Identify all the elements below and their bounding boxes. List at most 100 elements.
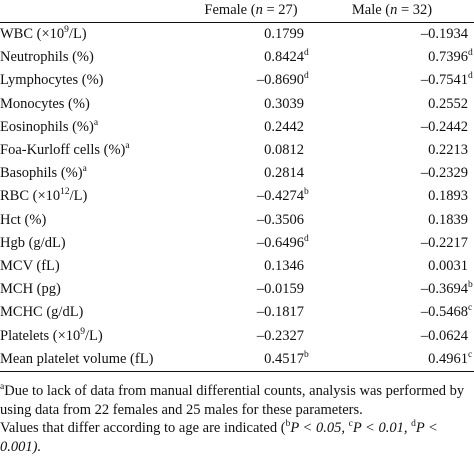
row-label: Neutrophils (%) [0, 46, 192, 69]
female-value: –0.8690 [256, 72, 304, 89]
male-value-cell: –0.7541d [310, 69, 474, 92]
footnote-a-text: Due to lack of data from manual differen… [0, 383, 465, 418]
female-value: –0.6496 [256, 234, 304, 251]
header-row: Female (n = 27) Male (n = 32) [0, 0, 474, 23]
female-value: 0.1799 [264, 26, 304, 42]
male-significance-slot: b [468, 278, 474, 301]
female-significance-marker: d [304, 233, 309, 244]
female-significance-marker: b [304, 187, 309, 198]
row-label: Eosinophils (%)a [0, 116, 192, 139]
male-significance-slot: d [468, 69, 474, 92]
footnote-c-marker: c [348, 419, 353, 430]
male-value: –0.7541 [420, 72, 468, 89]
female-value-cell: 0.1346 [192, 255, 310, 278]
row-label-unit: /L) [68, 26, 87, 42]
male-value: 0.7396 [428, 49, 468, 66]
header-blank-cell [0, 0, 192, 23]
female-value: –0.3506 [256, 211, 304, 228]
row-label-unit: /L) [85, 327, 103, 344]
female-value: 0.1346 [264, 258, 304, 275]
header-male-n: n [390, 2, 398, 18]
female-value: 0.2814 [264, 165, 304, 182]
male-significance-slot: c [468, 348, 474, 371]
row-label: Foa-Kurloff cells (%)a [0, 139, 192, 162]
row-label: Monocytes (%) [0, 93, 192, 116]
table-header: Female (n = 27) Male (n = 32) [0, 0, 474, 23]
row-label: MCV (fL) [0, 255, 192, 278]
female-value-cell: –0.3506 [192, 209, 310, 232]
female-value-cell: 0.3039 [192, 93, 310, 116]
row-label: Basophils (%)a [0, 162, 192, 185]
table-row: WBC (×109/L) 0.1799 –0.1934 [0, 23, 474, 47]
row-label-superscript: a [93, 117, 99, 128]
row-label-superscript: a [125, 141, 130, 152]
female-significance-slot: d [304, 46, 310, 69]
female-value-cell: 0.8424d [192, 46, 310, 69]
row-label-text: MCHC (g/dL) [0, 304, 84, 321]
row-label-text: RBC (×10 [0, 188, 61, 205]
male-value-cell: 0.7396d [310, 46, 474, 69]
female-value: 0.3039 [264, 95, 304, 112]
row-label: Mean platelet volume (fL) [0, 348, 192, 372]
table-row: Foa-Kurloff cells (%)a 0.0812 0.2213 [0, 139, 474, 162]
footnote-d-text: P < 0.001). [0, 420, 438, 455]
male-value-cell: –0.0624 [310, 325, 474, 348]
footnote-b-text: P < 0.05, [290, 420, 349, 437]
header-male-count: = 32) [397, 2, 433, 18]
footnote-a: aDue to lack of data from manual differe… [0, 382, 474, 419]
row-label-text: WBC (×10 [0, 26, 65, 42]
female-value-cell: –0.2327 [192, 325, 310, 348]
female-significance-marker: b [304, 349, 309, 360]
male-value-cell: –0.2329 [310, 162, 474, 185]
table-row: Hgb (g/dL) –0.6496d –0.2217 [0, 232, 474, 255]
female-value: 0.2442 [264, 118, 304, 135]
header-female-text: Female ( [204, 2, 256, 18]
male-value: –0.2217 [420, 234, 468, 251]
male-value-cell: 0.0031 [310, 255, 474, 278]
row-label: MCH (pg) [0, 278, 192, 301]
female-value: –0.0159 [256, 281, 304, 298]
row-label-text: MCV (fL) [0, 258, 60, 275]
male-value-cell: –0.5468c [310, 301, 474, 324]
female-value: 0.0812 [264, 142, 304, 159]
table-footnotes: aDue to lack of data from manual differe… [0, 382, 474, 456]
male-value-cell: –0.2442 [310, 116, 474, 139]
footnote-c-text: P < 0.01, [352, 420, 412, 437]
row-label: WBC (×109/L) [0, 23, 192, 47]
female-significance-marker: d [304, 71, 309, 82]
table-row: Lymphocytes (%) –0.8690d –0.7541d [0, 69, 474, 92]
male-value: –0.2329 [420, 165, 468, 182]
female-value-cell: 0.1799 [192, 23, 310, 47]
table-row: MCHC (g/dL) –0.1817 –0.5468c [0, 301, 474, 324]
male-value-cell: –0.1934 [310, 23, 474, 47]
female-value-cell: –0.1817 [192, 301, 310, 324]
table-row: Eosinophils (%)a 0.2442 –0.2442 [0, 116, 474, 139]
row-label-superscript: 12 [60, 187, 70, 198]
row-label: Lymphocytes (%) [0, 69, 192, 92]
female-value-cell: –0.4274b [192, 185, 310, 208]
male-value: 0.2213 [428, 142, 468, 159]
female-value: –0.4274 [256, 188, 304, 205]
footnote-age-text: Values that differ according to age are … [0, 420, 286, 437]
footnote-b-marker: b [285, 419, 291, 430]
footnote-a-marker: a [0, 382, 5, 392]
header-male-text: Male ( [351, 2, 391, 18]
table-body: WBC (×109/L) 0.1799 –0.1934 Neutrophils (%)… [0, 23, 474, 372]
header-male: Male (n = 32) [310, 0, 474, 23]
female-value-cell: –0.0159 [192, 278, 310, 301]
table-row: Hct (%) –0.3506 0.1839 [0, 209, 474, 232]
male-significance-marker: d [468, 71, 473, 82]
male-significance-marker: b [468, 280, 473, 291]
male-value-cell: 0.1893 [310, 185, 474, 208]
table-row: Platelets (×109/L) –0.2327 –0.0624 [0, 325, 474, 348]
female-significance-slot: b [304, 348, 310, 371]
female-value-cell: –0.8690d [192, 69, 310, 92]
row-label: RBC (×1012/L) [0, 185, 192, 208]
male-value-cell: –0.3694b [310, 278, 474, 301]
male-significance-marker: c [468, 349, 473, 360]
row-label: Hgb (g/dL) [0, 232, 192, 255]
table-row: Neutrophils (%) 0.8424d 0.7396d [0, 46, 474, 69]
female-significance-slot: d [304, 232, 310, 255]
female-value: 0.8424 [264, 49, 304, 66]
